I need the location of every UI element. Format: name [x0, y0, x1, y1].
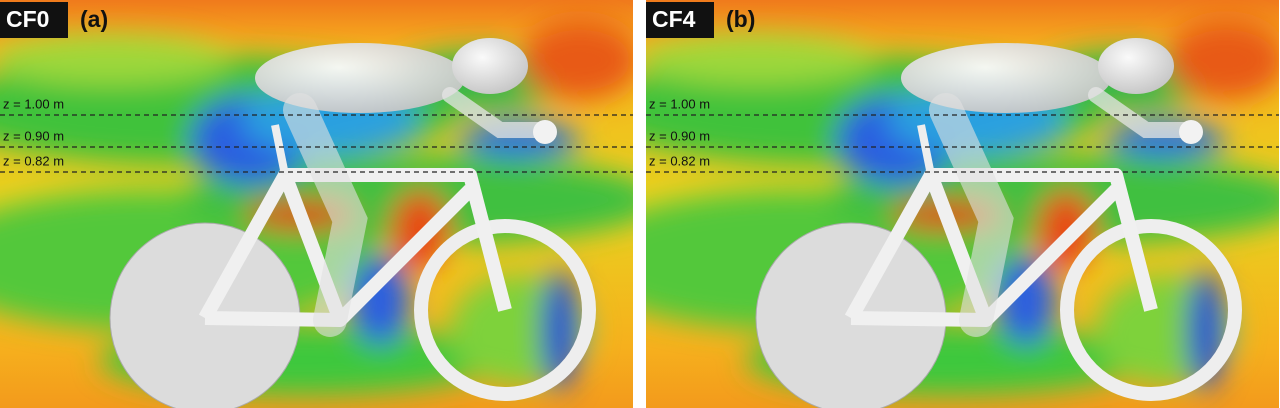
height-label: z = 1.00 m [649, 96, 710, 111]
height-label: z = 0.90 m [649, 128, 710, 143]
flow-region [350, 255, 410, 345]
label-box [646, 2, 714, 38]
hand [1179, 120, 1203, 144]
flow-region [646, 35, 876, 85]
height-label: z = 1.00 m [3, 96, 64, 111]
panel-caption: (b) [726, 6, 755, 32]
panel: CF4 (b) z = 1.00 m z = 0.90 m z = 0.82 m [646, 0, 1279, 408]
front-wheel [1060, 219, 1242, 401]
panel: CF0 (a) z = 1.00 m z = 0.90 m z = 0.82 m [0, 0, 633, 408]
height-label: z = 0.82 m [649, 153, 710, 168]
arm [1088, 87, 1199, 138]
flow-region [0, 35, 230, 85]
helmet [452, 38, 528, 94]
seatpost [917, 124, 935, 176]
flow-region [520, 20, 633, 100]
arm [442, 87, 553, 138]
height-label: z = 0.90 m [3, 128, 64, 143]
helmet [1098, 38, 1174, 94]
panel-label: CF0 [6, 6, 49, 32]
hand [533, 120, 557, 144]
height-label: z = 0.82 m [3, 153, 64, 168]
label-box [0, 2, 68, 38]
flow-region [1166, 20, 1279, 100]
seatpost [271, 124, 289, 176]
panel-caption: (a) [80, 6, 108, 32]
panel-label: CF4 [652, 6, 696, 32]
front-wheel [414, 219, 596, 401]
flow-region [996, 255, 1056, 345]
